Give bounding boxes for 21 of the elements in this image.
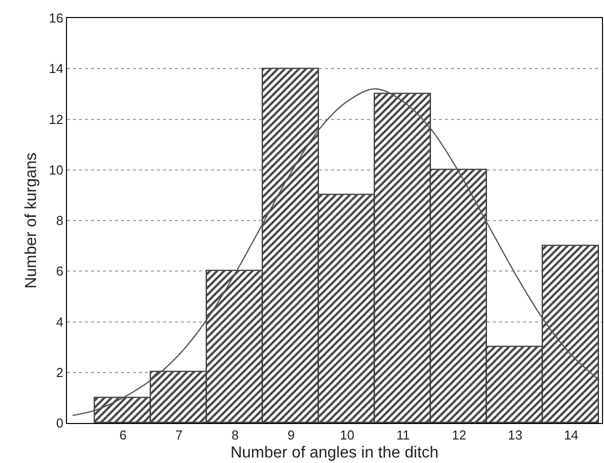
y-tick-label: 8	[56, 213, 64, 228]
y-tick-label: 14	[48, 61, 64, 76]
x-tick-label: 12	[452, 428, 466, 443]
x-tick-label: 8	[231, 428, 239, 443]
x-tick-label: 11	[396, 428, 410, 443]
y-tick-label: 10	[48, 162, 64, 178]
line-series	[72, 88, 600, 416]
x-tick-label: 10	[340, 428, 354, 443]
y-tick-label: 4	[56, 314, 64, 330]
x-axis-title: Number of angles in the ditch	[230, 444, 439, 462]
y-tick-label: 16	[48, 10, 64, 26]
y-axis-title: Number of kurgans	[22, 152, 40, 289]
y-tick-label: 2	[56, 364, 64, 380]
x-tick-label: 9	[287, 428, 295, 443]
x-tick-label: 14	[564, 428, 578, 443]
x-tick-label: 6	[119, 428, 127, 443]
x-tick-label: 7	[175, 428, 183, 443]
y-tick-label: 0	[56, 416, 64, 431]
x-tick-label: 13	[508, 428, 522, 443]
y-tick-label: 12	[48, 112, 64, 127]
y-tick-label: 6	[56, 264, 64, 279]
